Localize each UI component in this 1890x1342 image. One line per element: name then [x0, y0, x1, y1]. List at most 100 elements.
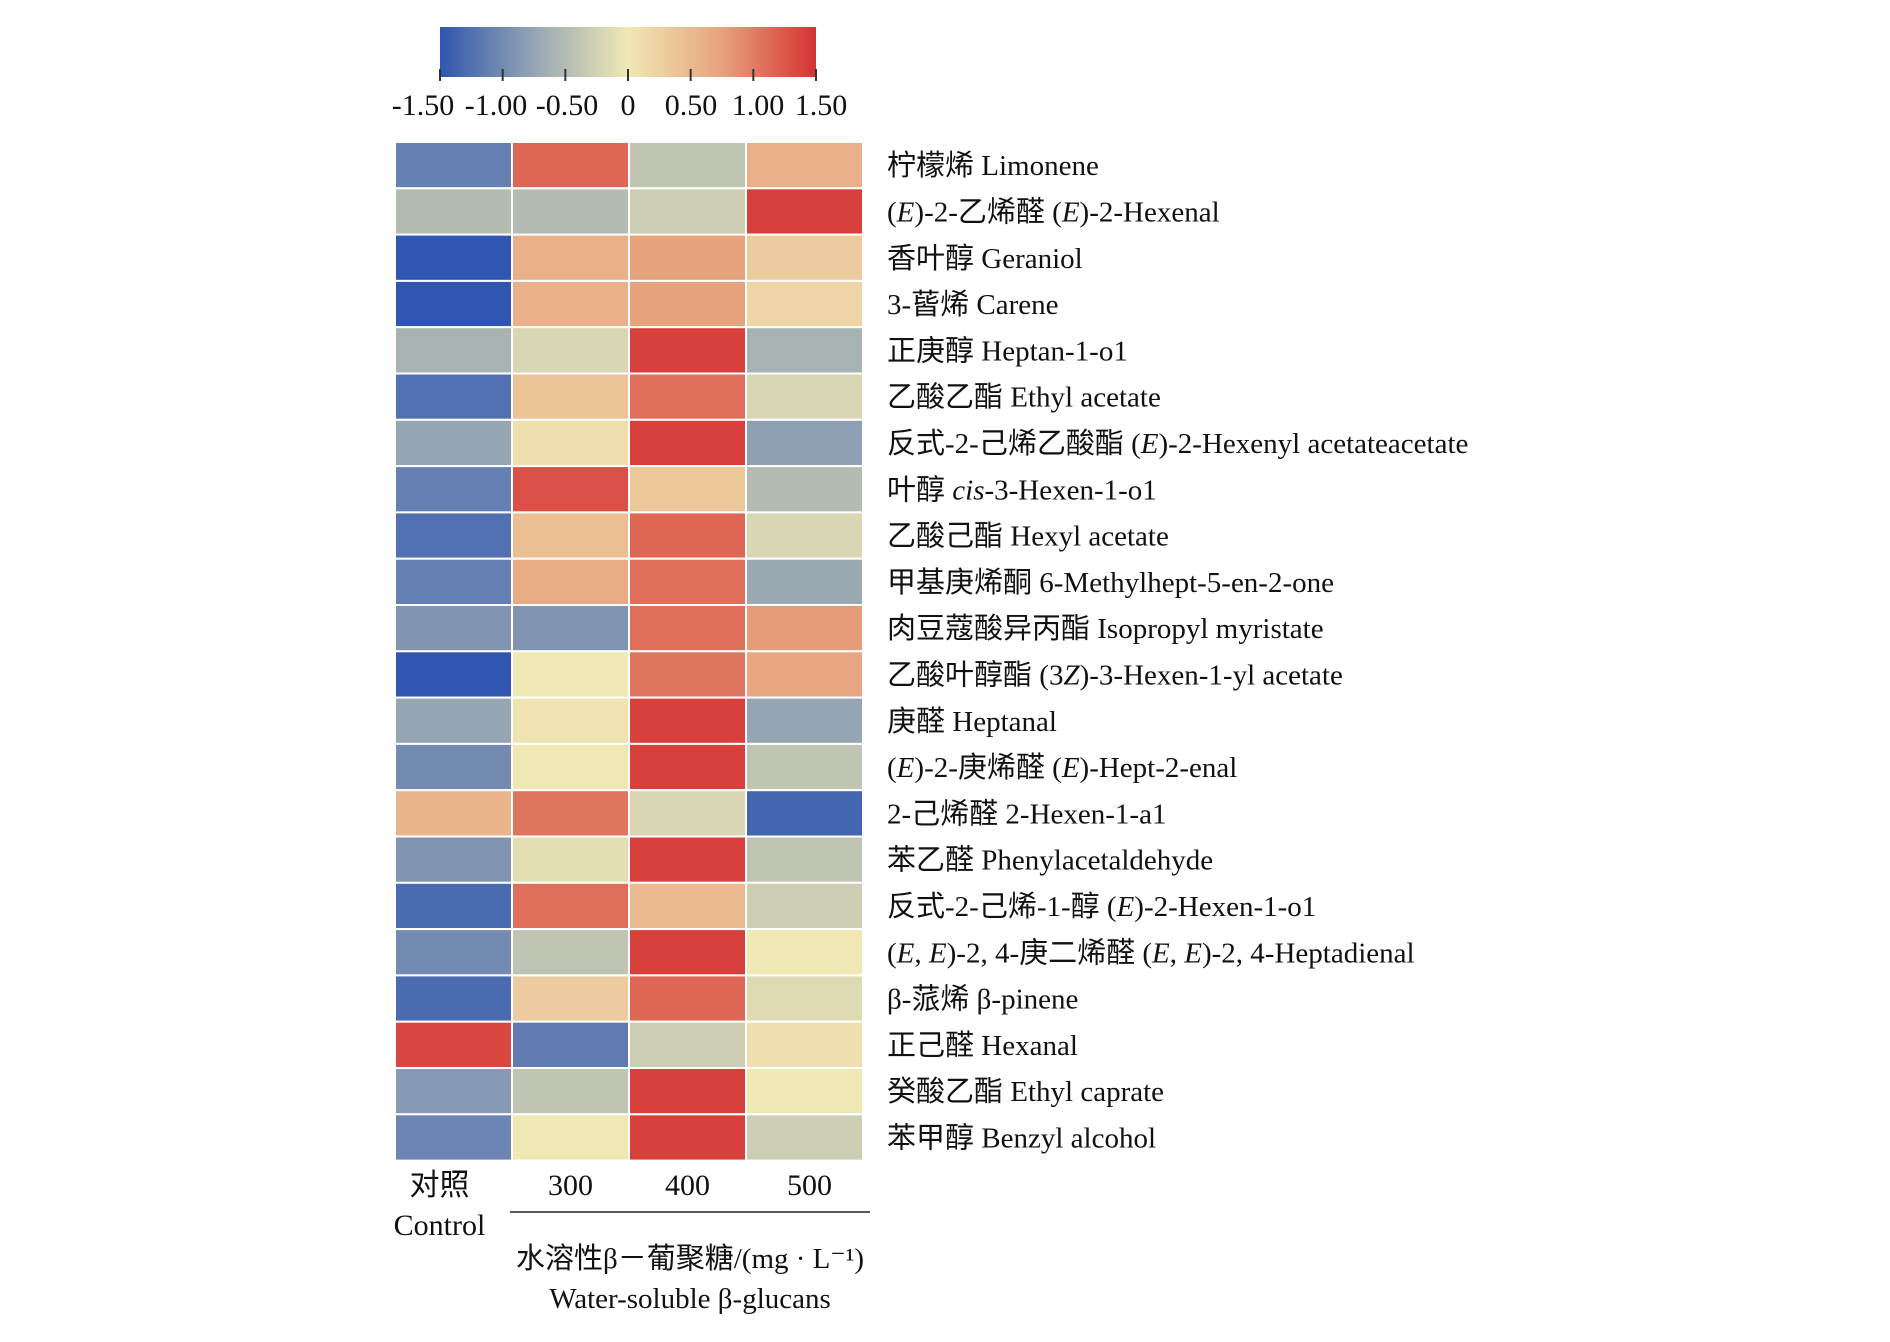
heatmap-cell: [745, 141, 864, 190]
heatmap-cell: [745, 881, 864, 931]
row-label: (E)-2-庚烯醛 (E)-Hept-2-enal: [887, 751, 1237, 784]
heatmap-cell: [628, 279, 747, 329]
heatmap-cell: [628, 696, 747, 745]
heatmap-cell: [628, 557, 747, 607]
heatmap-cell: [745, 233, 864, 282]
heatmap-cell: [394, 742, 513, 792]
row-label: 肉豆蔻酸异丙酯 Isopropyl myristate: [887, 612, 1324, 645]
row-label: 正己醛 Hexanal: [887, 1029, 1078, 1062]
row-labels: 柠檬烯 Limonene (E)-2-乙烯醛 (E)-2-Hexenal 香叶醇 G…: [887, 149, 1468, 1154]
heatmap-cell: [511, 604, 630, 653]
heatmap-cell: [394, 835, 513, 884]
colorbar-gradient: [440, 27, 816, 77]
colorbar: -1.50 -1.00 -0.50 0 0.50 1.00 1.50: [392, 27, 848, 122]
heatmap-cell: [628, 835, 747, 884]
heatmap-cell: [628, 881, 747, 931]
heatmap-cell: [628, 974, 747, 1023]
column-label-line2: Control: [394, 1209, 486, 1242]
heatmap-cell: [394, 511, 513, 560]
heatmap-cell: [628, 141, 747, 190]
heatmap-cell: [511, 511, 630, 560]
heatmap-cell: [511, 1067, 630, 1116]
heatmap-cell: [394, 465, 513, 514]
heatmap-cell: [511, 372, 630, 421]
heatmap-cell: [628, 511, 747, 560]
heatmap-cell: [745, 418, 864, 468]
heatmap-cell: [745, 974, 864, 1023]
colorbar-tick-label: 1.00: [732, 89, 785, 122]
heatmap-cell: [628, 742, 747, 792]
heatmap-cell: [394, 1067, 513, 1116]
heatmap-cell: [394, 418, 513, 468]
heatmap-cell: [511, 789, 630, 838]
row-label: (E, E)-2, 4-庚二烯醛 (E, E)-2, 4-Heptadienal: [887, 936, 1415, 969]
column-labels: 对照 Control 300 400 500: [394, 1169, 832, 1242]
heatmap-cell: [628, 187, 747, 236]
heatmap-cell: [745, 187, 864, 236]
heatmap-cell: [394, 604, 513, 653]
row-label: 2-己烯醛 2-Hexen-1-a1: [887, 797, 1166, 830]
heatmap-cell: [745, 1067, 864, 1116]
heatmap-cell: [394, 1113, 513, 1162]
row-label: 柠檬烯 Limonene: [887, 149, 1099, 182]
heatmap-cell: [511, 881, 630, 931]
row-label: 叶醇 cis-3-Hexen-1-o1: [887, 473, 1157, 506]
heatmap-cell: [745, 1020, 864, 1070]
heatmap-cell: [745, 279, 864, 329]
heatmap-cell: [511, 742, 630, 792]
heatmap-cell: [511, 696, 630, 745]
row-label: (E)-2-乙烯醛 (E)-2-Hexenal: [887, 195, 1220, 228]
x-axis: 水溶性β－葡聚糖/(mg · L⁻¹) Water-soluble β-gluca…: [510, 1211, 870, 1315]
colorbar-tick-label: 1.50: [795, 89, 848, 122]
row-label: β-蒎烯 β-pinene: [887, 983, 1078, 1016]
heatmap-cell: [745, 326, 864, 375]
colorbar-tick-label: -1.50: [392, 89, 455, 122]
column-label: 对照: [410, 1169, 470, 1202]
row-label: 苯乙醛 Phenylacetaldehyde: [887, 844, 1213, 877]
heatmap-cell: [394, 928, 513, 977]
heatmap-cell: [628, 928, 747, 977]
heatmap-cell: [745, 604, 864, 653]
colorbar-tick-label: -0.50: [536, 89, 599, 122]
heatmap-cell: [394, 372, 513, 421]
row-label: 乙酸叶醇酯 (3Z)-3-Hexen-1-yl acetate: [887, 658, 1343, 691]
heatmap-cell: [628, 650, 747, 699]
heatmap-cell: [745, 557, 864, 607]
heatmap-cell: [745, 928, 864, 977]
column-label: 300: [548, 1169, 593, 1202]
heatmap-cell: [511, 465, 630, 514]
heatmap-cell: [394, 326, 513, 375]
heatmap-cell: [511, 187, 630, 236]
heatmap-cell: [394, 233, 513, 282]
heatmap-cell: [511, 650, 630, 699]
heatmap-cells: [394, 141, 864, 1162]
row-label: 甲基庚烯酮 6-Methylhept-5-en-2-one: [887, 566, 1334, 599]
heatmap-cell: [511, 326, 630, 375]
column-label: 500: [787, 1169, 832, 1202]
x-axis-label-line2: Water-soluble β-glucans: [549, 1283, 831, 1315]
heatmap-cell: [628, 465, 747, 514]
heatmap-cell: [511, 1113, 630, 1162]
row-label: 苯甲醇 Benzyl alcohol: [887, 1121, 1156, 1154]
row-label: 3-蒈烯 Carene: [887, 288, 1059, 321]
column-label: 400: [665, 1169, 710, 1202]
colorbar-tick-label: 0: [621, 89, 636, 122]
heatmap-cell: [628, 1020, 747, 1070]
row-label: 乙酸乙酯 Ethyl acetate: [887, 381, 1161, 414]
heatmap-cell: [511, 928, 630, 977]
colorbar-tick-label: 0.50: [665, 89, 718, 122]
heatmap-cell: [745, 511, 864, 560]
row-label: 正庚醇 Heptan-1-o1: [887, 334, 1128, 367]
colorbar-tick-label: -1.00: [465, 89, 528, 122]
row-label: 反式-2-己烯-1-醇 (E)-2-Hexen-1-o1: [887, 890, 1316, 923]
x-axis-label: 水溶性β－葡聚糖/(mg · L⁻¹): [516, 1242, 864, 1275]
heatmap-cell: [628, 418, 747, 468]
heatmap-cell: [745, 650, 864, 699]
row-label: 反式-2-己烯乙酸酯 (E)-2-Hexenyl acetateacetate: [887, 427, 1468, 460]
heatmap-cell: [628, 372, 747, 421]
heatmap-cell: [745, 372, 864, 421]
row-label: 香叶醇 Geraniol: [887, 242, 1083, 275]
heatmap-cell: [511, 557, 630, 607]
